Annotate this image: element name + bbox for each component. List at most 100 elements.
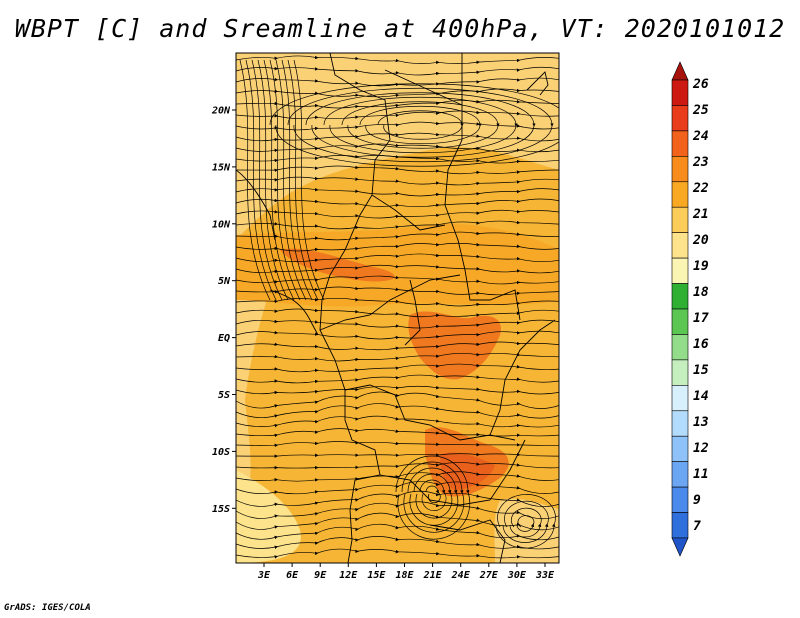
streamline bbox=[236, 165, 559, 175]
lon-label: 9E bbox=[314, 570, 327, 581]
colorbar-segment bbox=[671, 385, 689, 412]
streamline bbox=[407, 467, 459, 526]
lat-label: EQ bbox=[218, 333, 230, 344]
colorbar-segment bbox=[671, 334, 689, 361]
wbpt-field bbox=[236, 53, 559, 563]
field-light-west bbox=[236, 260, 270, 520]
colorbar-segment bbox=[671, 206, 689, 233]
streamline bbox=[236, 341, 559, 351]
border-line bbox=[384, 69, 521, 321]
lon-label: 15E bbox=[367, 570, 386, 581]
colorbar-label: 23 bbox=[692, 155, 709, 170]
lon-label: 33E bbox=[535, 570, 555, 581]
colorbar-label: 20 bbox=[692, 233, 709, 248]
streamline bbox=[236, 452, 559, 458]
lon-label: 27E bbox=[479, 570, 499, 581]
streamline bbox=[236, 121, 559, 131]
border-line bbox=[379, 439, 526, 506]
map-frame bbox=[235, 52, 560, 564]
streamline bbox=[236, 132, 559, 142]
border-line bbox=[319, 274, 461, 331]
streamline bbox=[413, 473, 453, 519]
streamline bbox=[236, 308, 559, 318]
colorbar-label: 11 bbox=[693, 467, 709, 482]
colorbar-label: 16 bbox=[693, 337, 709, 352]
lon-label: 21E bbox=[423, 570, 443, 581]
colorbar-segment bbox=[671, 156, 689, 183]
border-line bbox=[429, 519, 506, 563]
lon-label: 24E bbox=[451, 570, 471, 581]
streamline bbox=[236, 286, 559, 296]
streamline bbox=[236, 415, 559, 428]
colorbar-segment bbox=[671, 283, 689, 310]
streamlines bbox=[236, 55, 559, 559]
streamline bbox=[236, 385, 559, 395]
credit-text: GrADS: IGES/COLA bbox=[4, 603, 91, 613]
border-line bbox=[371, 194, 446, 231]
colorbar-segment bbox=[671, 512, 689, 539]
border-line bbox=[344, 384, 516, 441]
streamline bbox=[287, 59, 319, 301]
streamline bbox=[263, 59, 295, 301]
streamline bbox=[269, 59, 301, 301]
colorbar-segment bbox=[671, 435, 689, 462]
streamline bbox=[425, 485, 441, 504]
colorbar-segment bbox=[671, 359, 689, 386]
streamline bbox=[236, 523, 559, 541]
border-line bbox=[489, 319, 556, 436]
streamline bbox=[236, 330, 559, 340]
streamline bbox=[495, 494, 556, 549]
colorbar-label: 21 bbox=[692, 207, 709, 222]
streamline bbox=[395, 455, 471, 540]
colorbar-top-arrow bbox=[671, 61, 689, 81]
colorbar-segment bbox=[671, 257, 689, 284]
streamline bbox=[236, 242, 559, 252]
chart-title: WBPT [C] and Sreamline at 400hPa, VT: 20… bbox=[14, 14, 786, 43]
lon-label: 6E bbox=[286, 570, 299, 581]
lon-label: 12E bbox=[339, 570, 358, 581]
colorbar-label: 25 bbox=[692, 103, 709, 118]
colorbar-segment bbox=[671, 181, 689, 208]
streamline bbox=[236, 77, 559, 87]
colorbar: 26 25 24 23 22 21 20 19 18 17 16 15 14 13 12 11 9 7 bbox=[671, 61, 709, 557]
border-line bbox=[404, 279, 421, 346]
longitude-axis: 3E 6E 9E 12E 15E 18E 21E 24E 27E 30E 33E bbox=[257, 563, 555, 581]
streamline bbox=[236, 209, 559, 219]
streamline bbox=[401, 461, 465, 533]
lat-label: 20N bbox=[211, 106, 231, 117]
lon-label: 18E bbox=[395, 570, 414, 581]
colorbar-label: 9 bbox=[693, 493, 701, 508]
streamline bbox=[509, 507, 542, 538]
lon-label: 3E bbox=[257, 570, 271, 581]
latitude-axis: 20N 15N 10N 5N EQ 5S 10S 15S bbox=[211, 106, 236, 515]
streamline bbox=[236, 176, 559, 186]
lat-label: 5N bbox=[218, 276, 231, 287]
streamline bbox=[236, 441, 559, 448]
colorbar-segment bbox=[671, 130, 689, 157]
border-line bbox=[236, 169, 276, 241]
lat-label: 10S bbox=[212, 447, 230, 458]
colorbar-segment bbox=[671, 486, 689, 513]
colorbar-label: 14 bbox=[693, 389, 709, 404]
colorbar-bottom-arrow bbox=[671, 537, 689, 557]
country-borders bbox=[236, 53, 556, 563]
streamline bbox=[236, 297, 559, 307]
streamline bbox=[236, 88, 559, 98]
border-line bbox=[319, 53, 391, 563]
lon-label: 30E bbox=[507, 570, 527, 581]
streamline bbox=[293, 59, 325, 301]
colorbar-label: 24 bbox=[692, 129, 709, 144]
streamline bbox=[236, 66, 559, 76]
colorbar-label: 15 bbox=[693, 363, 709, 378]
streamline bbox=[257, 59, 289, 301]
streamline bbox=[236, 187, 559, 197]
streamline bbox=[236, 253, 559, 263]
lat-label: 15N bbox=[212, 162, 231, 173]
colorbar-segment bbox=[671, 105, 689, 132]
colorbar-label: 7 bbox=[693, 519, 701, 534]
streamline bbox=[236, 536, 559, 550]
streamline bbox=[236, 548, 559, 559]
lat-label: 5S bbox=[218, 390, 230, 401]
streamline bbox=[236, 231, 559, 241]
streamline bbox=[236, 275, 559, 285]
